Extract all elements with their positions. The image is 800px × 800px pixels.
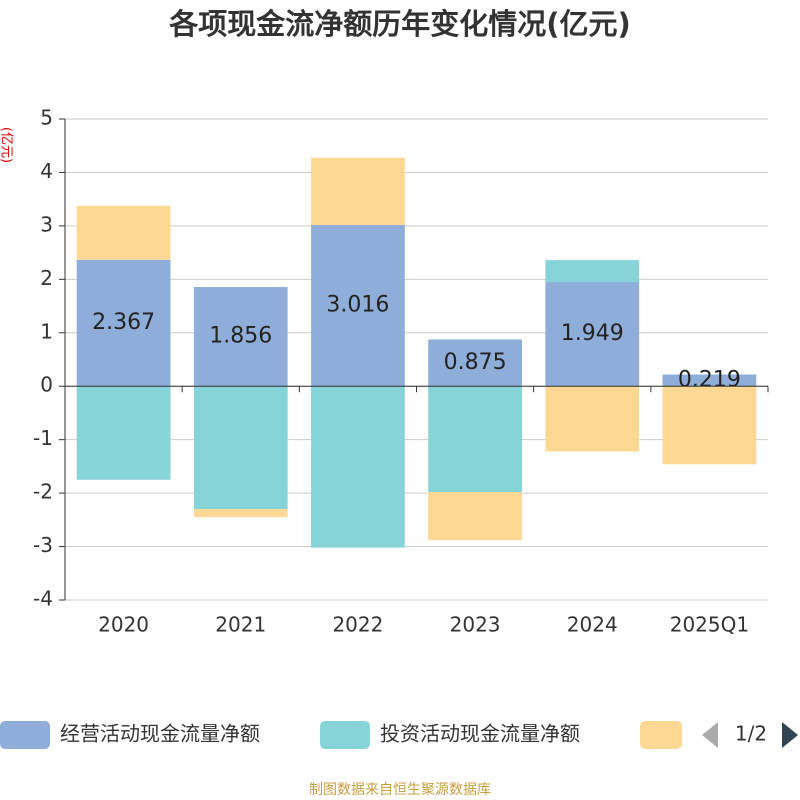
legend-label: 经营活动现金流量净额 <box>60 722 260 746</box>
data-label: 2.367 <box>92 310 155 335</box>
source-note: 制图数据来自恒生聚源数据库 <box>309 782 491 798</box>
bar-segment <box>662 374 757 387</box>
x-tick-label: 2024 <box>567 613 618 637</box>
bar-segment <box>428 339 522 387</box>
y-tick-label: -3 <box>33 533 53 557</box>
y-tick-label: 1 <box>40 319 53 343</box>
bar-segment <box>311 157 405 226</box>
bar-segment <box>76 205 171 260</box>
bar-segment <box>545 282 640 387</box>
bar-segment <box>193 287 288 387</box>
y-tick-label: 5 <box>40 106 53 130</box>
y-tick-label: 3 <box>40 212 53 236</box>
bar-segment <box>662 386 757 465</box>
x-tick-label: 2020 <box>98 613 149 637</box>
legend-swatch <box>0 721 50 749</box>
x-tick-label: 2022 <box>332 613 383 637</box>
data-label: 1.949 <box>561 321 624 346</box>
legend-page: 1/2 <box>735 722 767 746</box>
y-axis-label: (亿元) <box>0 127 14 163</box>
bar-segment <box>311 386 405 548</box>
legend-swatch <box>640 721 682 749</box>
bar-segment <box>311 225 405 387</box>
legend-next[interactable] <box>782 722 798 748</box>
bar-segment <box>76 386 171 480</box>
bar-segment <box>193 386 288 510</box>
y-tick-label: -2 <box>33 480 53 504</box>
x-tick-label: 2021 <box>215 613 266 637</box>
data-label: 0.875 <box>444 350 507 375</box>
x-tick-label: 2023 <box>450 613 501 637</box>
y-tick-label: -1 <box>33 426 53 450</box>
y-tick-label: 0 <box>40 373 53 397</box>
data-label: 3.016 <box>326 293 389 318</box>
chart-title: 各项现金流净额历年变化情况(亿元) <box>168 7 631 41</box>
bar-segment <box>428 386 522 493</box>
data-label: 1.856 <box>209 324 272 349</box>
bar-segment <box>193 509 288 518</box>
bar-segment <box>545 386 640 452</box>
bar-segment <box>76 259 171 387</box>
y-tick-label: 4 <box>40 159 53 183</box>
bar-segment <box>428 492 522 541</box>
legend-prev[interactable] <box>702 722 718 748</box>
legend-swatch <box>320 721 370 749</box>
bar-segment <box>545 260 640 283</box>
legend-label: 投资活动现金流量净额 <box>380 722 580 746</box>
x-tick-label: 2025Q1 <box>670 613 749 637</box>
y-tick-label: -4 <box>33 587 53 611</box>
y-tick-label: 2 <box>40 266 53 290</box>
